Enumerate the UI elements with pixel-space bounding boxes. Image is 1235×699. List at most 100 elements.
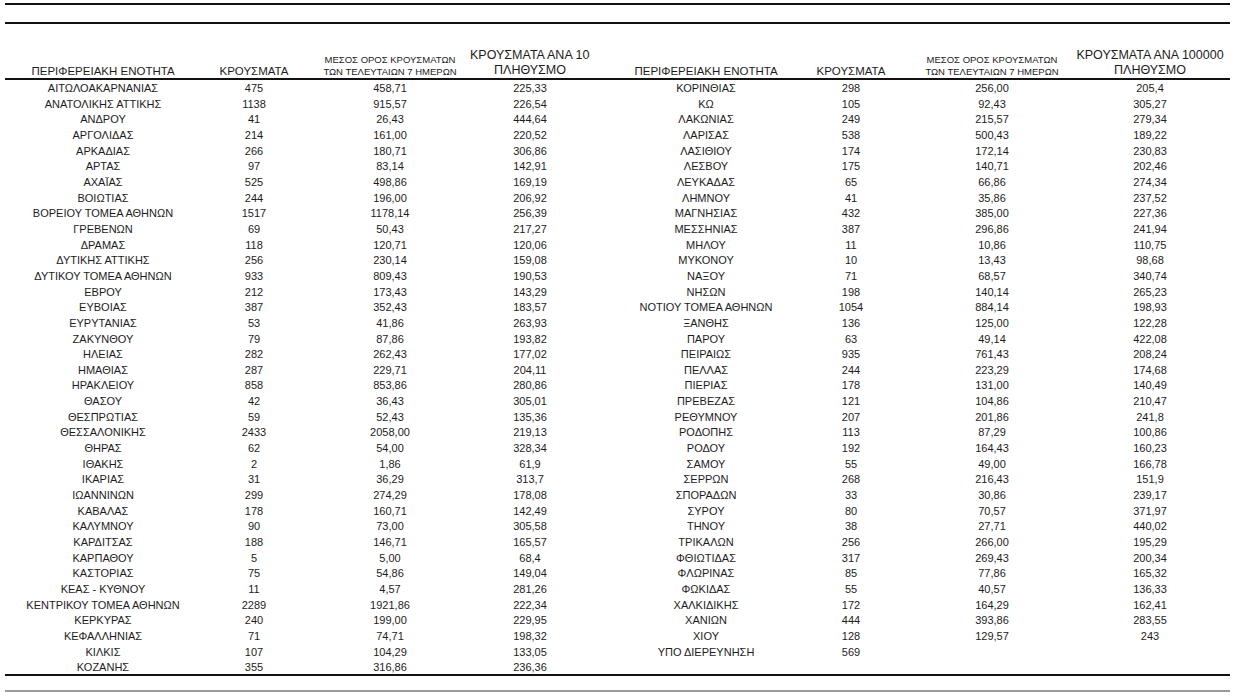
avg7-cell: 30,86: [912, 488, 1072, 504]
table-row: ΚΑΡΠΑΘΟΥ55,0068,4: [8, 551, 590, 567]
region-name-cell: ΣΠΟΡΑΔΩΝ: [622, 488, 790, 504]
avg7-cell: 761,43: [912, 347, 1072, 363]
avg7-cell: 92,43: [912, 97, 1072, 113]
table-row: ΣΑΜΟΥ5549,00166,78: [622, 457, 1228, 473]
cases-cell: 432: [790, 206, 912, 222]
cases-cell: 105: [790, 97, 912, 113]
region-name-cell: ΤΡΙΚΑΛΩΝ: [622, 535, 790, 551]
cases-cell: 256: [198, 253, 310, 269]
cases-cell: 107: [198, 645, 310, 661]
table-row: ΑΝΑΤΟΛΙΚΗΣ ΑΤΤΙΚΗΣ1138915,57226,54: [8, 97, 590, 113]
region-name-cell: ΒΟΡΕΙΟΥ ΤΟΜΕΑ ΑΘΗΝΩΝ: [8, 206, 198, 222]
avg7-cell: 160,71: [310, 504, 470, 520]
per100k-cell: 110,75: [1072, 238, 1228, 254]
region-name-cell: ΕΥΡΥΤΑΝΙΑΣ: [8, 316, 198, 332]
region-name-cell: ΚΟΖΑΝΗΣ: [8, 660, 198, 676]
region-name-cell: ΕΥΒΟΙΑΣ: [8, 300, 198, 316]
table-row: ΠΕΛΛΑΣ244223,29174,68: [622, 363, 1228, 379]
region-name-cell: ΑΙΤΩΛΟΑΚΑΡΝΑΝΙΑΣ: [8, 81, 198, 97]
cases-cell: 355: [198, 660, 310, 676]
avg7-cell: 199,00: [310, 613, 470, 629]
per100k-cell: 133,05: [470, 645, 590, 661]
per100k-cell: 205,4: [1072, 81, 1228, 97]
table-row: ΘΗΡΑΣ6254,00328,34: [8, 441, 590, 457]
table-row: ΡΟΔΟΠΗΣ11387,29100,86: [622, 425, 1228, 441]
table-row: ΒΟΙΩΤΙΑΣ244196,00206,92: [8, 191, 590, 207]
header-line: ΤΩΝ ΤΕΛΕΥΤΑΙΩΝ 7 ΗΜΕΡΩΝ: [912, 66, 1072, 78]
region-name-cell: ΥΠΟ ΔΙΕΡΕΥΝΗΣΗ: [622, 645, 790, 661]
region-name-cell: ΚΑΡΔΙΤΣΑΣ: [8, 535, 198, 551]
region-name-cell: ΘΕΣΠΡΩΤΙΑΣ: [8, 410, 198, 426]
avg7-cell: 120,71: [310, 238, 470, 254]
per100k-cell: 210,47: [1072, 394, 1228, 410]
table-row: ΛΑΡΙΣΑΣ538500,43189,22: [622, 128, 1228, 144]
per100k-cell: 140,49: [1072, 378, 1228, 394]
cases-cell: 11: [198, 582, 310, 598]
avg7-cell: 40,57: [912, 582, 1072, 598]
cases-cell: 69: [198, 222, 310, 238]
col-header-avg7: ΜΕΣΟΣ ΟΡΟΣ ΚΡΟΥΣΜΑΤΩΝ ΤΩΝ ΤΕΛΕΥΤΑΙΩΝ 7 Η…: [310, 40, 470, 81]
table-row: ΑΧΑΪΑΣ525498,86169,19: [8, 175, 590, 191]
avg7-cell: 36,29: [310, 472, 470, 488]
per100k-cell: 178,08: [470, 488, 590, 504]
table-row: ΝΟΤΙΟΥ ΤΟΜΕΑ ΑΘΗΝΩΝ1054884,14198,93: [622, 300, 1228, 316]
table-row: ΚΑΛΥΜΝΟΥ9073,00305,58: [8, 519, 590, 535]
per100k-cell: 237,52: [1072, 191, 1228, 207]
cases-cell: 31: [198, 472, 310, 488]
table-row: ΤΗΝΟΥ3827,71440,02: [622, 519, 1228, 535]
header-line: ΜΕΣΟΣ ΟΡΟΣ ΚΡΟΥΣΜΑΤΩΝ: [310, 54, 470, 66]
cases-cell: 387: [198, 300, 310, 316]
region-name-cell: ΞΑΝΘΗΣ: [622, 316, 790, 332]
table-row: ΚΑΣΤΟΡΙΑΣ7554,86149,04: [8, 566, 590, 582]
table-row: ΕΥΡΥΤΑΝΙΑΣ5341,86263,93: [8, 316, 590, 332]
table-row: ΤΡΙΚΑΛΩΝ256266,00195,29: [622, 535, 1228, 551]
avg7-cell: 26,43: [310, 112, 470, 128]
cases-cell: 11: [790, 238, 912, 254]
cases-cell: 935: [790, 347, 912, 363]
region-name-cell: ΦΛΩΡΙΝΑΣ: [622, 566, 790, 582]
table-row: ΝΗΣΩΝ198140,14265,23: [622, 285, 1228, 301]
table-row: ΡΟΔΟΥ192164,43160,23: [622, 441, 1228, 457]
cases-cell: 5: [198, 551, 310, 567]
cases-cell: 268: [790, 472, 912, 488]
avg7-cell: 164,43: [912, 441, 1072, 457]
table-row: ΜΗΛΟΥ1110,86110,75: [622, 238, 1228, 254]
data-table: ΠΕΡΙΦΕΡΕΙΑΚΗ ΕΝΟΤΗΤΑ ΚΡΟΥΣΜΑΤΑ ΜΕΣΟΣ ΟΡΟ…: [8, 40, 590, 676]
cases-cell: 41: [198, 112, 310, 128]
avg7-cell: 74,71: [310, 629, 470, 645]
table-row: ΝΑΞΟΥ7168,57340,74: [622, 269, 1228, 285]
cases-cell: 2289: [198, 598, 310, 614]
table-row: ΘΕΣΠΡΩΤΙΑΣ5952,43135,36: [8, 410, 590, 426]
cases-cell: 85: [790, 566, 912, 582]
per100k-cell: 281,26: [470, 582, 590, 598]
cases-cell: 79: [198, 332, 310, 348]
cases-cell: 75: [198, 566, 310, 582]
avg7-cell: 41,86: [310, 316, 470, 332]
table-row: ΠΑΡΟΥ6349,14422,08: [622, 332, 1228, 348]
cases-cell: 299: [198, 488, 310, 504]
table-row: ΦΘΙΩΤΙΔΑΣ317269,43200,34: [622, 551, 1228, 567]
region-name-cell: ΜΕΣΣΗΝΙΑΣ: [622, 222, 790, 238]
table-row: ΑΡΓΟΛΙΔΑΣ214161,00220,52: [8, 128, 590, 144]
per100k-cell: 219,13: [470, 425, 590, 441]
per100k-cell: 227,36: [1072, 206, 1228, 222]
cases-cell: 41: [790, 191, 912, 207]
cases-cell: 53: [198, 316, 310, 332]
table-row: ΣΕΡΡΩΝ268216,43151,9: [622, 472, 1228, 488]
table-row: ΑΙΤΩΛΟΑΚΑΡΝΑΝΙΑΣ475458,71225,33: [8, 81, 590, 97]
cases-cell: 266: [198, 144, 310, 160]
region-name-cell: ΠΡΕΒΕΖΑΣ: [622, 394, 790, 410]
avg7-cell: 77,86: [912, 566, 1072, 582]
table-row: ΜΕΣΣΗΝΙΑΣ387296,86241,94: [622, 222, 1228, 238]
cases-cell: 538: [790, 128, 912, 144]
cases-cell: 298: [790, 81, 912, 97]
per100k-cell: 226,54: [470, 97, 590, 113]
table-row: ΛΕΥΚΑΔΑΣ6566,86274,34: [622, 175, 1228, 191]
region-name-cell: ΔΥΤΙΚΗΣ ΑΤΤΙΚΗΣ: [8, 253, 198, 269]
avg7-cell: 54,86: [310, 566, 470, 582]
table-row: ΗΛΕΙΑΣ282262,43177,02: [8, 347, 590, 363]
table-row: ΚΙΛΚΙΣ107104,29133,05: [8, 645, 590, 661]
table-row: ΑΡΚΑΔΙΑΣ266180,71306,86: [8, 144, 590, 160]
col-header-region: ΠΕΡΙΦΕΡΕΙΑΚΗ ΕΝΟΤΗΤΑ: [622, 40, 790, 81]
region-name-cell: ΜΥΚΟΝΟΥ: [622, 253, 790, 269]
